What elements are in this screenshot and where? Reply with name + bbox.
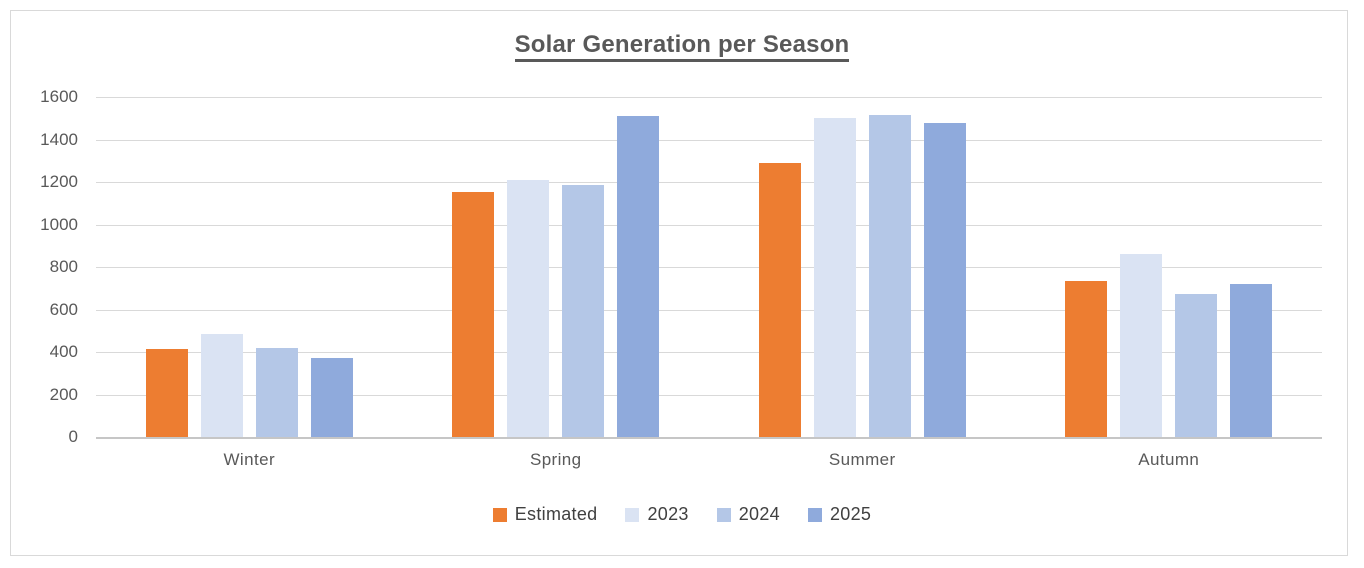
legend-label-2023: 2023 <box>647 504 689 524</box>
y-axis-labels: 0 200 400 600 800 1000 1200 1400 1600 <box>26 87 78 446</box>
bar-spring-2025 <box>617 116 660 437</box>
legend-item-2023: 2023 <box>625 504 688 525</box>
bar-summer-2024 <box>868 115 911 437</box>
gridline-1200 <box>96 182 1322 183</box>
legend-swatch-estimated <box>492 507 507 522</box>
bar-spring-estimated <box>452 191 495 437</box>
bar-spring-2023 <box>507 179 550 437</box>
legend-swatch-2023 <box>625 507 640 522</box>
bar-autumn-2025 <box>1230 284 1273 437</box>
gridline-400 <box>96 352 1322 353</box>
plot-area <box>96 97 1322 439</box>
chart-title: Solar Generation per Season <box>0 31 1364 62</box>
legend-swatch-2024 <box>716 507 731 522</box>
gridline-1400 <box>96 139 1322 141</box>
y-tick-label-1600: 1600 <box>40 87 78 106</box>
x-axis-label-winter: Winter <box>223 450 276 469</box>
legend-item-estimated: Estimated <box>492 504 598 525</box>
bar-winter-2025 <box>310 358 353 437</box>
legend-swatch-2025 <box>807 507 822 522</box>
x-axis-labels: Winter Spring Summer Autumn <box>96 450 1322 474</box>
y-tick-label-1000: 1000 <box>40 214 78 234</box>
bar-autumn-estimated <box>1065 280 1108 437</box>
bar-winter-estimated <box>145 348 188 437</box>
gridline-200 <box>96 394 1322 396</box>
y-tick-label-200: 200 <box>49 384 78 404</box>
bar-summer-estimated <box>758 162 801 437</box>
y-tick-label-1400: 1400 <box>40 129 78 149</box>
legend-label-2024: 2024 <box>738 504 780 524</box>
bar-autumn-2023 <box>1120 254 1163 437</box>
y-tick-label-400: 400 <box>49 342 78 361</box>
x-axis-label-summer: Summer <box>828 450 896 469</box>
x-axis-label-autumn: Autumn <box>1138 450 1200 469</box>
y-tick-label-1200: 1200 <box>40 172 78 191</box>
legend-item-2025: 2025 <box>807 504 872 525</box>
y-tick-label-600: 600 <box>49 299 78 319</box>
y-tick-label-0: 0 <box>68 427 78 446</box>
gridline-1600 <box>96 97 1322 98</box>
legend-label-2025: 2025 <box>829 504 872 524</box>
gridline-1000 <box>96 224 1322 226</box>
legend: Estimated 2023 2024 2025 <box>0 504 1364 525</box>
bar-summer-2025 <box>923 122 966 437</box>
bar-autumn-2024 <box>1175 293 1218 437</box>
legend-item-2024: 2024 <box>716 504 780 525</box>
legend-label-estimated: Estimated <box>514 504 598 524</box>
y-tick-label-800: 800 <box>49 257 78 276</box>
chart-border <box>10 10 1348 556</box>
x-axis-label-spring: Spring <box>529 450 582 469</box>
gridline-600 <box>96 309 1322 311</box>
chart-title-text: Solar Generation per Season <box>514 31 850 62</box>
gridline-800 <box>96 267 1322 268</box>
bar-spring-2024 <box>562 185 605 437</box>
bar-winter-2023 <box>200 333 243 437</box>
bar-summer-2023 <box>813 118 856 437</box>
bar-winter-2024 <box>255 347 298 437</box>
